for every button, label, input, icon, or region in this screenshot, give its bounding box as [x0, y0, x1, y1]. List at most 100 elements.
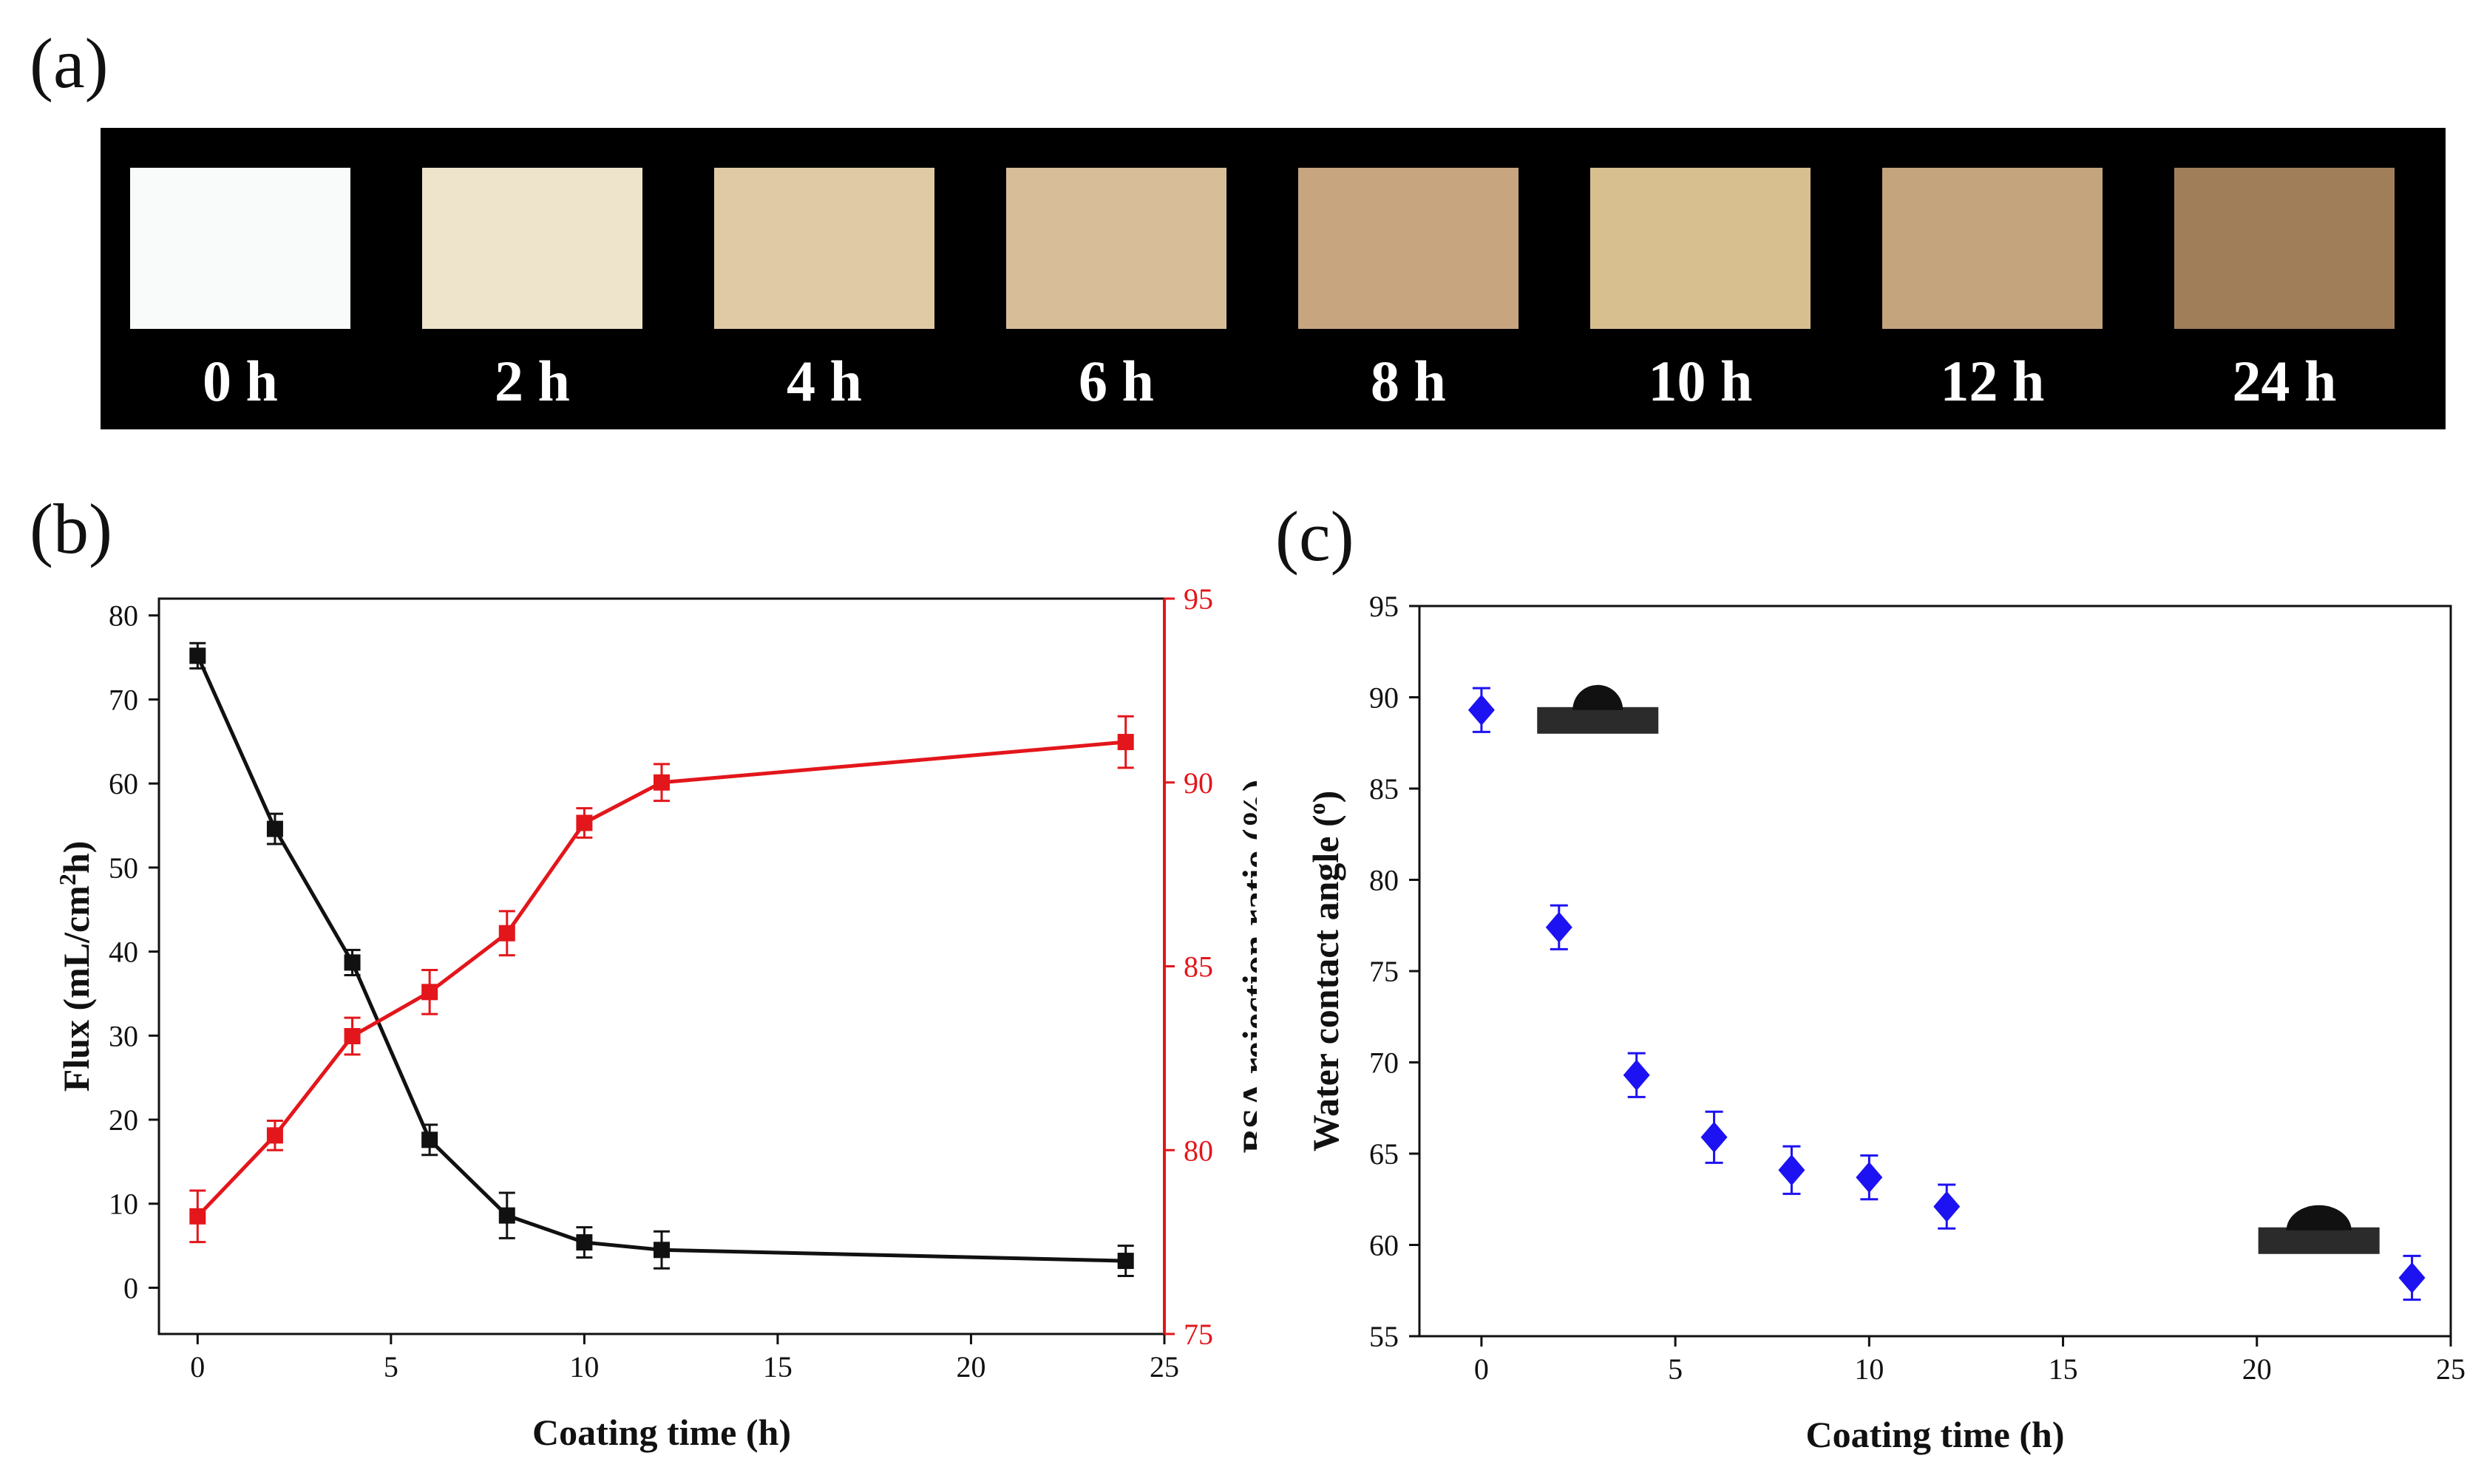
x-tick-label: 25: [1150, 1350, 1179, 1383]
plot-frame: [157, 597, 1166, 1335]
data-point-bsa: [1117, 734, 1134, 751]
data-point-bsa: [266, 1127, 283, 1144]
data-point-bsa: [654, 774, 670, 791]
membrane-swatch-0: [130, 168, 350, 329]
series-line-bsa: [196, 740, 1126, 1218]
x-tick-label: 10: [1854, 1352, 1884, 1386]
y-axis-title-superscript: 2: [54, 874, 81, 885]
y-tick-label: 30: [109, 1019, 138, 1052]
swatch-label-6: 12 h: [1940, 349, 2045, 413]
data-point-contact-angle: [1856, 1162, 1883, 1194]
panel-label-a: (a): [30, 24, 109, 103]
x-tick-label: 15: [763, 1350, 793, 1383]
membrane-swatch-5: [1590, 168, 1811, 329]
data-point-contact-angle: [1778, 1154, 1805, 1186]
droplet-shape: [1572, 684, 1623, 710]
x-tick-label: 0: [190, 1350, 205, 1383]
swatch-label-2: 4 h: [787, 349, 862, 413]
y-tick-label: 10: [109, 1188, 138, 1221]
x-tick-label: 0: [1474, 1352, 1489, 1386]
y-tick-label: 95: [1369, 590, 1399, 623]
y-tick-label: 80: [1369, 864, 1399, 897]
coating-photo-strip: 0 h 2 h 4 h 6 h 8 h 10 h 12 h 24 h: [101, 128, 2446, 429]
y-tick-label: 85: [1369, 772, 1399, 806]
x-tick-label: 5: [384, 1350, 398, 1383]
swatch-label-4: 8 h: [1371, 349, 1446, 413]
droplet-shape: [2286, 1205, 2352, 1231]
data-point-bsa: [576, 814, 593, 831]
data-point-contact-angle: [1623, 1059, 1650, 1091]
y2-tick-label: 75: [1184, 1318, 1213, 1351]
y-tick-label: 40: [109, 936, 138, 969]
data-point-contact-angle: [2398, 1262, 2426, 1293]
membrane-swatch-6: [1882, 168, 2103, 329]
y-tick-label: 90: [1369, 681, 1399, 715]
x-axis-title: Coating time (h): [1806, 1414, 2065, 1455]
swatch-label-3: 6 h: [1079, 349, 1154, 413]
data-point-bsa: [344, 1028, 361, 1045]
chart-b-flux-bsa: 0 5 10 15 20 25 0 10 20 30 40 50 60 70 80 75 80 85 90 95 Coa…: [54, 582, 1257, 1453]
x-axis-title: Coating time (h): [532, 1412, 791, 1453]
data-point-bsa: [498, 925, 515, 942]
data-point-flux: [421, 1131, 438, 1148]
y2-tick-label: 85: [1184, 950, 1213, 984]
x-tick-label: 20: [956, 1350, 985, 1383]
data-point-flux: [654, 1242, 670, 1259]
data-point-contact-angle: [1933, 1191, 1961, 1222]
y-tick-label: 60: [1369, 1229, 1399, 1262]
y-tick-label: 20: [109, 1103, 138, 1137]
series-line-flux: [196, 655, 1126, 1263]
x-tick-label: 15: [2049, 1352, 2078, 1386]
data-point-contact-angle: [1467, 694, 1495, 726]
data-point-bsa: [189, 1208, 206, 1225]
swatch-label-1: 2 h: [495, 349, 570, 413]
swatch-label-5: 10 h: [1648, 349, 1753, 413]
data-point-flux: [1117, 1253, 1134, 1270]
y2-axis-title: BSA rejection ratio (%): [1235, 780, 1257, 1154]
data-point-flux: [498, 1207, 515, 1224]
x-tick-label: 5: [1668, 1352, 1683, 1386]
droplet-low-contact-angle-icon: [2258, 1205, 2380, 1254]
membrane-swatch-4: [1298, 168, 1518, 329]
data-point-bsa: [421, 984, 438, 1001]
substrate-shape: [2258, 1227, 2380, 1254]
y-axis-title: Water contact angle (o): [1303, 791, 1346, 1152]
x-tick-label: 25: [2436, 1352, 2466, 1386]
panel-label-b: (b): [30, 489, 112, 568]
data-point-flux: [266, 820, 283, 837]
membrane-swatch-1: [422, 168, 642, 329]
data-point-flux: [576, 1234, 593, 1251]
y-tick-label: 70: [1369, 1046, 1399, 1080]
droplet-high-contact-angle-icon: [1537, 684, 1659, 734]
y2-tick-label: 80: [1184, 1134, 1213, 1167]
y-axis-title-part: h): [55, 841, 97, 874]
data-point-contact-angle: [1700, 1121, 1728, 1153]
membrane-swatch-7: [2174, 168, 2395, 329]
swatch-label-0: 0 h: [203, 349, 278, 413]
y2-tick-label: 95: [1184, 582, 1213, 616]
x-tick-label: 20: [2242, 1352, 2272, 1386]
y-axis-title-part: ): [1305, 791, 1346, 803]
data-point-contact-angle: [1545, 911, 1572, 943]
membrane-swatch-3: [1006, 168, 1226, 329]
chart-c-contact-angle: 0 5 10 15 20 25 55 60 65 70 75 80 85 90 95 Coating time…: [1303, 590, 2466, 1455]
y-axis-title-part: Flux (mL/cm: [55, 885, 97, 1092]
x-tick-label: 10: [569, 1350, 599, 1383]
y-tick-label: 70: [109, 683, 138, 716]
y-tick-label: 80: [109, 599, 138, 633]
y-tick-label: 0: [123, 1271, 138, 1304]
y2-tick-label: 90: [1184, 766, 1213, 800]
membrane-swatch-2: [714, 168, 934, 329]
y-axis-title-superscript: o: [1303, 803, 1330, 814]
y-tick-label: 65: [1369, 1137, 1399, 1171]
y-tick-label: 55: [1369, 1320, 1399, 1353]
swatch-label-7: 24 h: [2232, 349, 2337, 413]
panel-label-c: (c): [1275, 497, 1354, 576]
data-point-flux: [189, 647, 206, 664]
data-point-flux: [344, 954, 361, 971]
y-tick-label: 60: [109, 767, 138, 800]
y-axis-title-part: Water contact angle (: [1305, 814, 1346, 1151]
y-axis-title: Flux (mL/cm2h): [54, 841, 97, 1092]
y-tick-label: 75: [1369, 955, 1399, 988]
substrate-shape: [1537, 707, 1659, 734]
